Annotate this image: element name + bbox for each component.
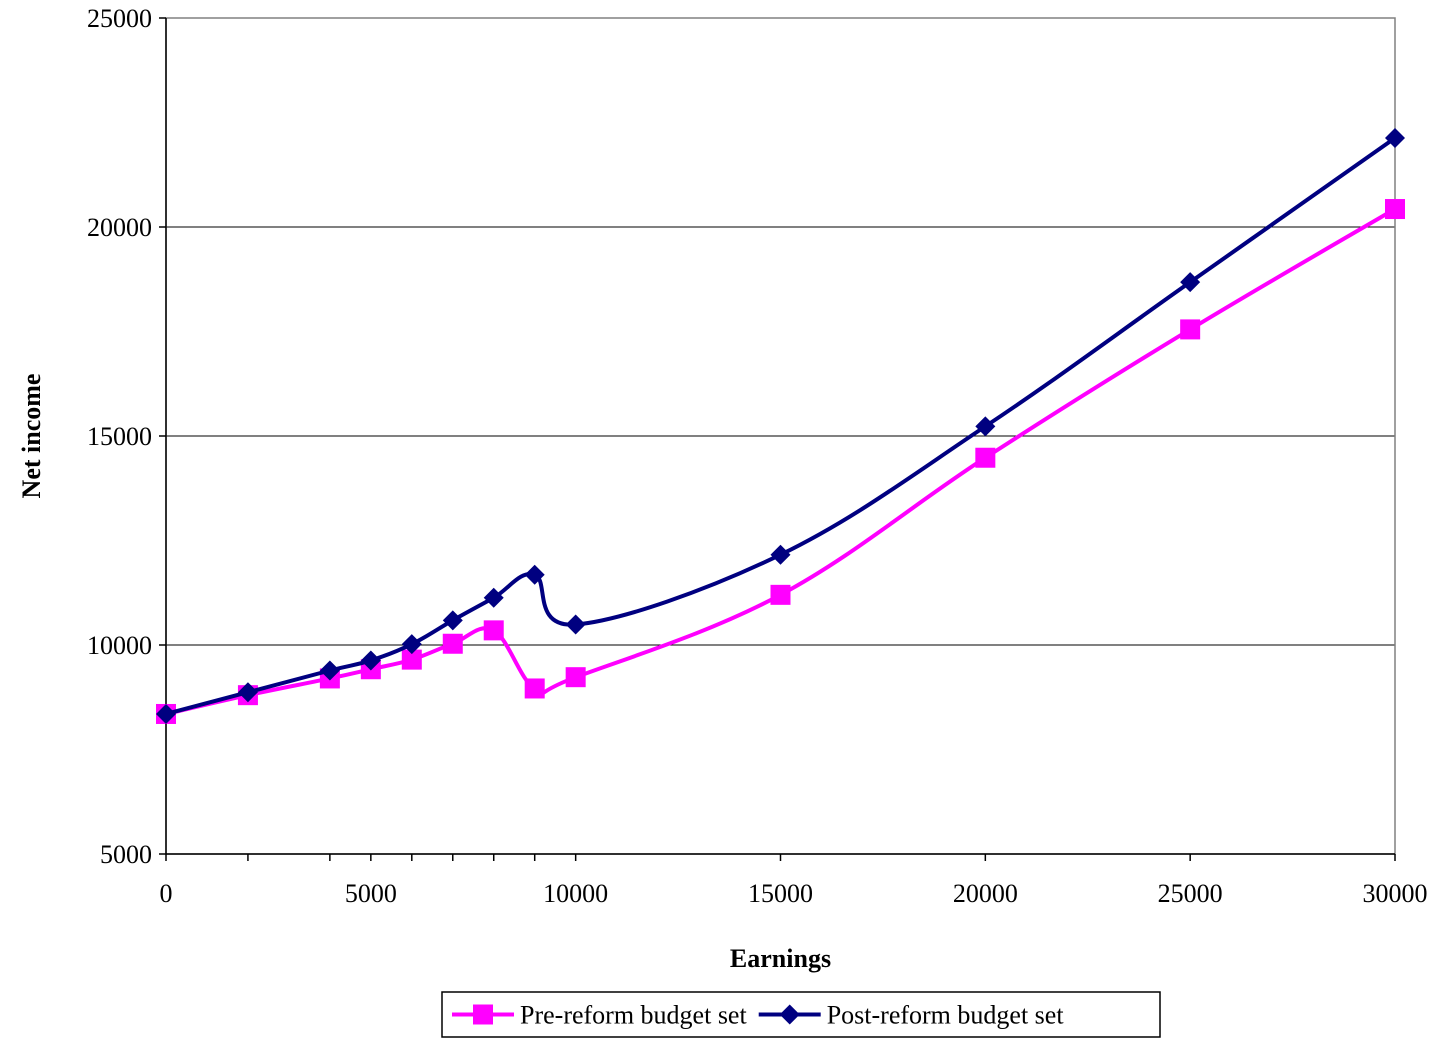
data-point	[524, 678, 545, 699]
series-line	[165, 207, 1397, 716]
y-tick-label: 5000	[100, 840, 152, 869]
data-point	[360, 650, 381, 671]
y-tick-label: 20000	[87, 213, 152, 242]
data-point	[401, 649, 422, 670]
gridlines	[166, 17, 1395, 855]
data-point	[770, 544, 791, 565]
data-point	[237, 682, 258, 703]
data-point	[1385, 127, 1405, 148]
y-tick-label: 15000	[87, 422, 152, 451]
y-tick-label: 10000	[87, 631, 152, 660]
tick-labels: 5000 10000 15000 20000 25000 0 5000 10000 15000 2…	[87, 4, 1428, 908]
x-tick-label: 25000	[1158, 879, 1223, 908]
data-point	[442, 610, 463, 631]
legend-label: Post-reform budget set	[827, 1001, 1065, 1030]
data-point	[975, 447, 996, 468]
legend: Pre-reform budget set Post-reform budget …	[441, 991, 1161, 1038]
data-point	[156, 703, 176, 724]
data-point	[975, 416, 996, 437]
data-point	[442, 633, 463, 654]
series-layer	[156, 127, 1405, 724]
x-tick-label: 15000	[748, 879, 813, 908]
legend-label: Pre-reform budget set	[520, 1001, 747, 1030]
y-axis-title: Net income	[17, 374, 46, 499]
data-point	[1180, 319, 1201, 340]
data-point	[565, 667, 586, 688]
data-point	[1180, 272, 1201, 293]
x-tick-label: 20000	[953, 879, 1018, 908]
data-point	[524, 564, 545, 585]
x-tick-label: 5000	[345, 879, 397, 908]
x-tick-label: 0	[160, 879, 173, 908]
data-point	[565, 614, 586, 635]
legend-marker	[779, 1004, 800, 1025]
data-point	[483, 587, 504, 608]
y-tick-label: 25000	[87, 4, 152, 33]
series-post-reform	[156, 127, 1405, 724]
x-tick-label: 10000	[543, 879, 608, 908]
x-tick-label: 30000	[1363, 879, 1428, 908]
data-point	[319, 660, 340, 681]
axes	[159, 17, 1396, 861]
data-point	[770, 584, 791, 605]
data-point	[401, 634, 422, 655]
x-axis-title: Earnings	[730, 944, 831, 973]
data-point	[1385, 199, 1405, 220]
legend-marker	[473, 1004, 493, 1025]
series-line	[165, 136, 1397, 716]
data-point	[483, 620, 504, 641]
